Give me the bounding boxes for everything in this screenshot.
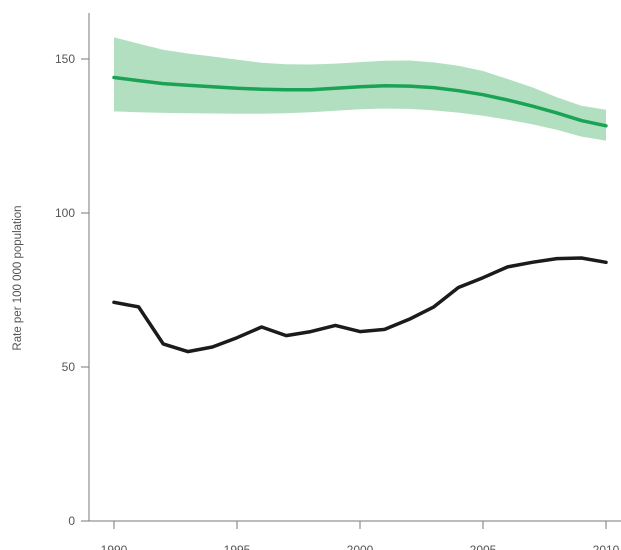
- x-tick-label: 1990: [101, 543, 128, 550]
- estimate-line: [112, 75, 608, 128]
- y-axis-title: Rate per 100 000 population: [12, 205, 24, 350]
- x-tick-label: 2010: [593, 543, 620, 550]
- band-layer: [114, 37, 606, 141]
- lines-layer: [112, 75, 608, 354]
- observed-line: [112, 256, 608, 354]
- labels: Rate per 100 000 population 0 50 100 150 199…: [12, 52, 620, 550]
- y-tick-label: 50: [62, 360, 76, 374]
- axes: [81, 13, 621, 529]
- y-tick-label: 100: [55, 206, 75, 220]
- y-tick-label: 0: [68, 514, 75, 528]
- x-tick-label: 1995: [224, 543, 251, 550]
- y-tick-label: 150: [55, 52, 75, 66]
- uncertainty-band: [114, 37, 606, 141]
- x-tick-label: 2000: [347, 543, 374, 550]
- x-tick-label: 2005: [470, 543, 497, 550]
